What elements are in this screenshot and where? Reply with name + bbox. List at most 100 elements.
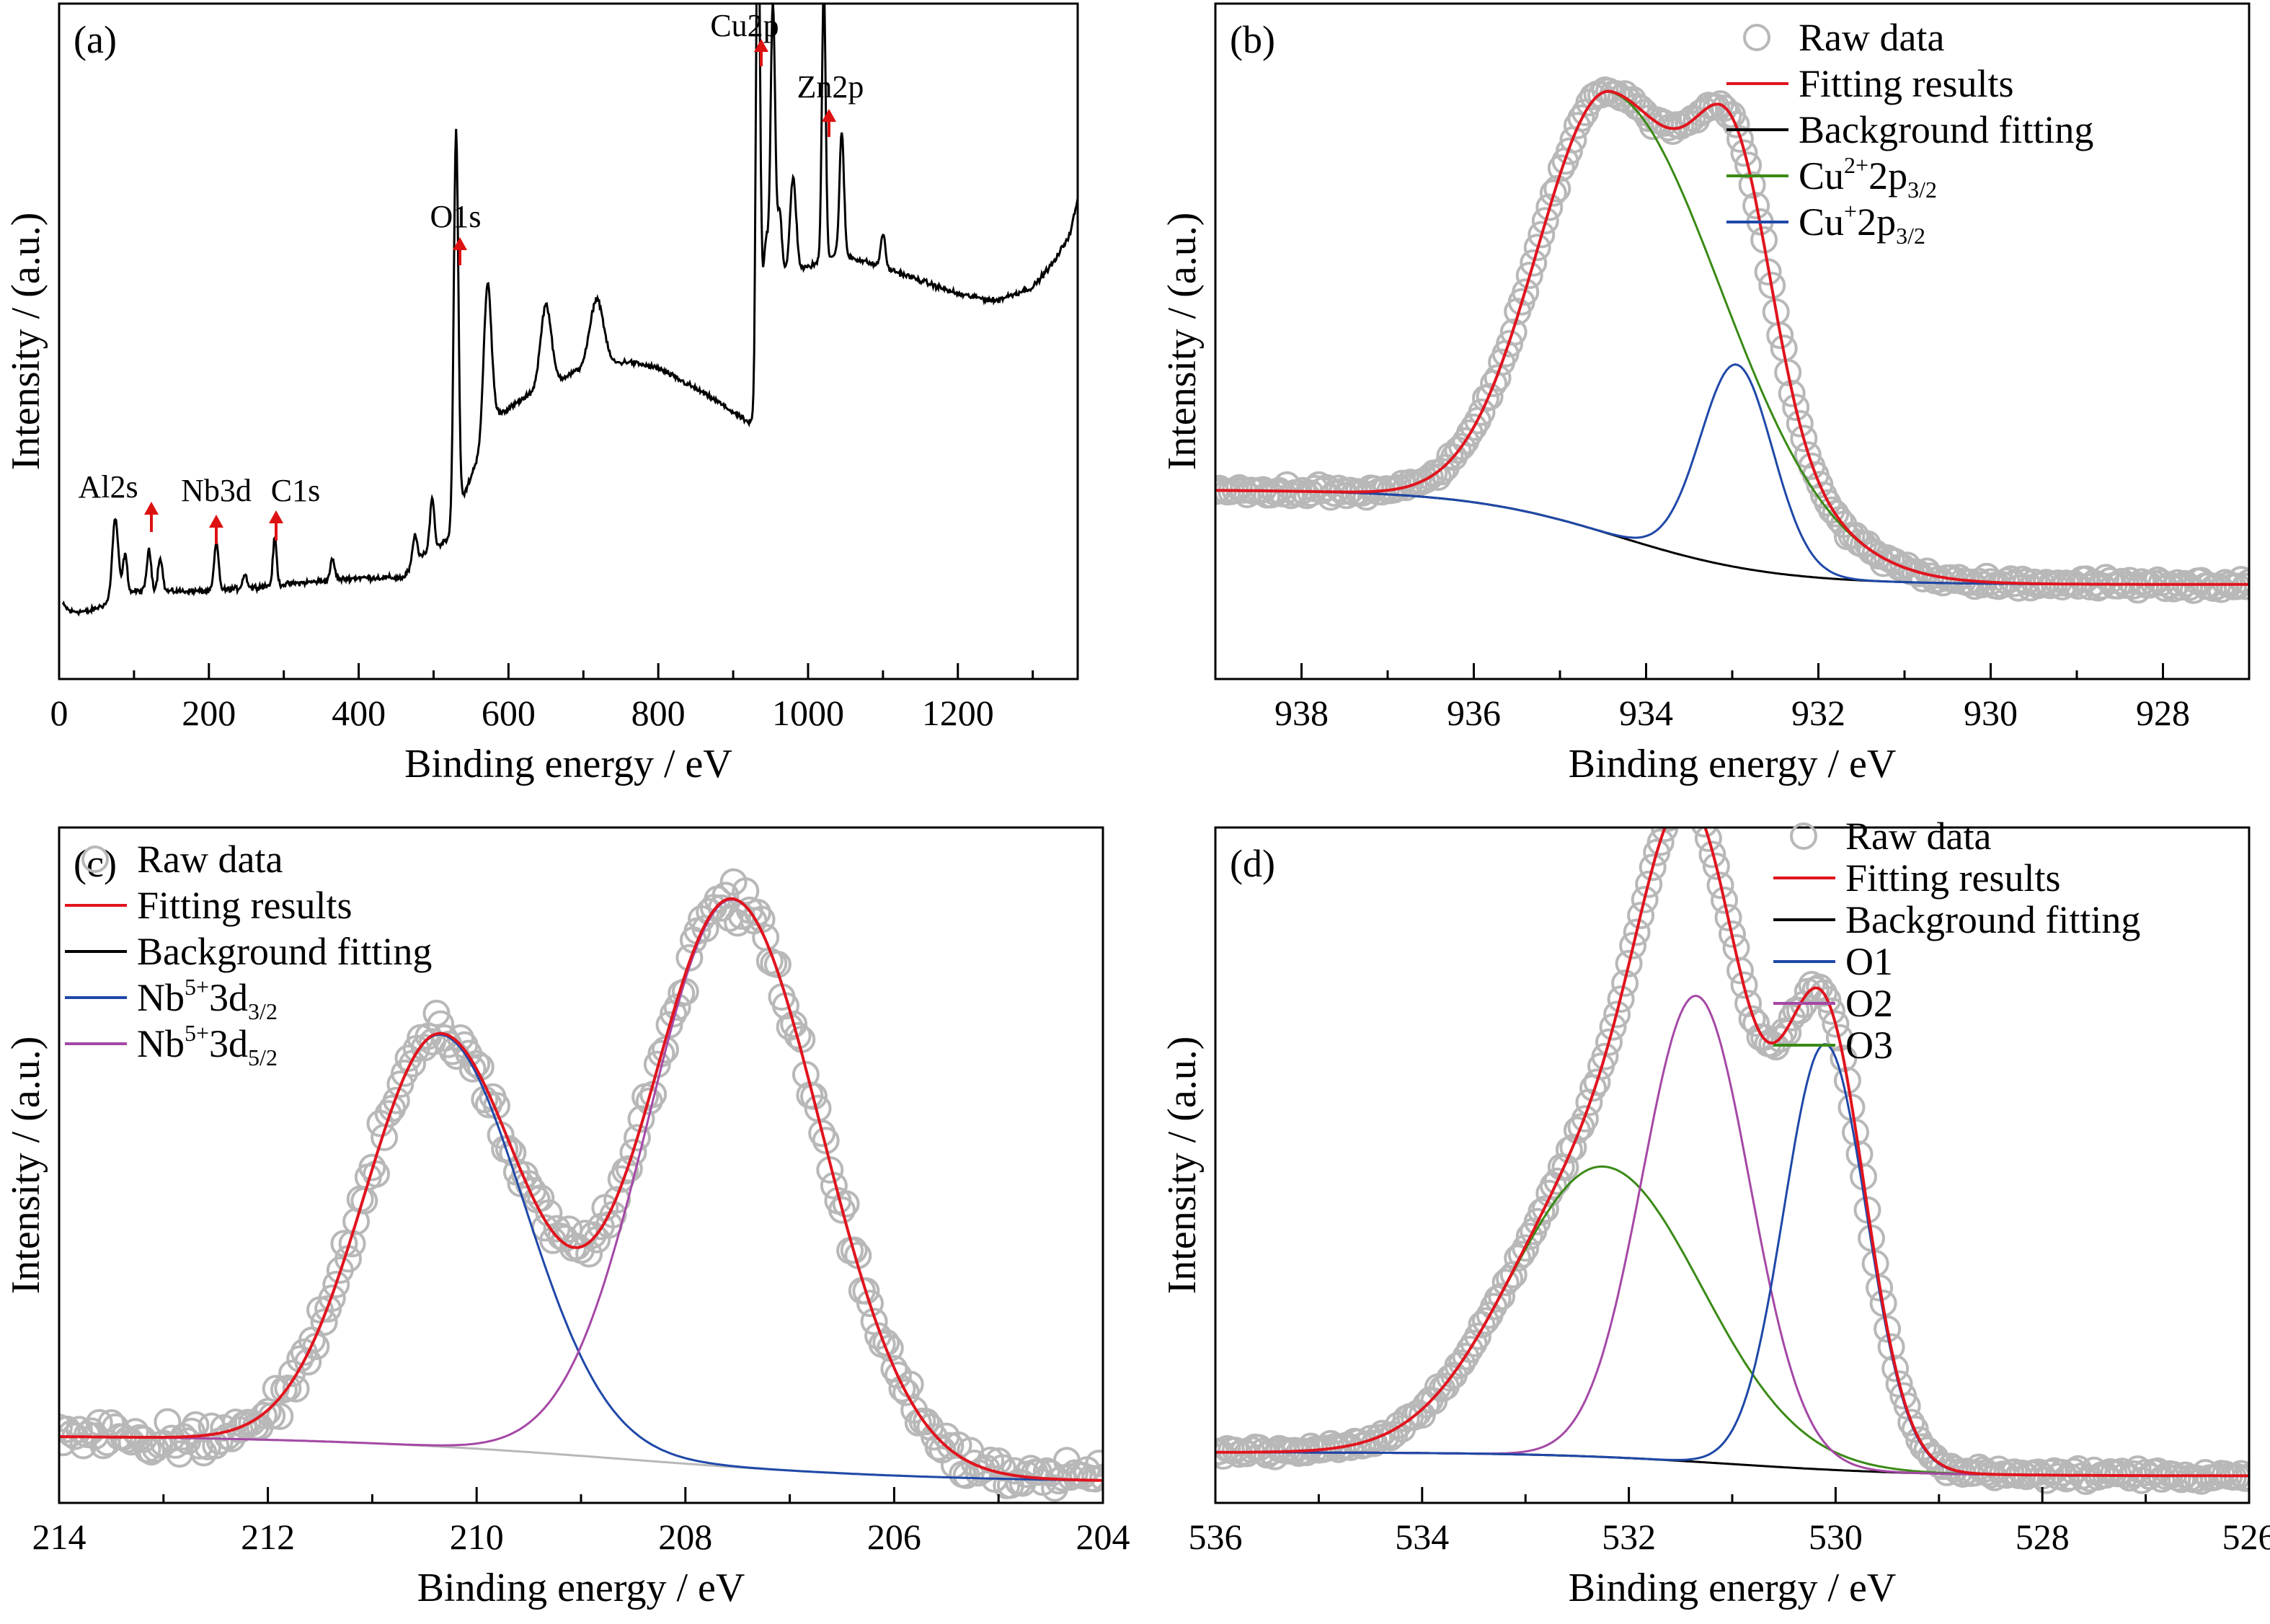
raw-data-point xyxy=(1491,1269,1520,1297)
legend-item: Fitting results xyxy=(1773,856,2061,900)
peak-annotation-label: Nb3d xyxy=(181,473,252,508)
raw-data-point xyxy=(1817,997,1845,1025)
raw-data-point xyxy=(619,1138,647,1166)
raw-data-point xyxy=(1825,1024,1853,1052)
raw-data-point xyxy=(1684,796,1708,820)
raw-data-point xyxy=(780,1011,808,1038)
raw-data-point xyxy=(326,1256,354,1284)
raw-data-point xyxy=(1496,1265,1524,1292)
raw-data-point xyxy=(1603,1000,1631,1029)
raw-data-point xyxy=(696,897,724,926)
annotation-arrow-head xyxy=(453,237,467,250)
x-tick-label: 932 xyxy=(1791,693,1845,733)
raw-data-point xyxy=(1668,791,1693,816)
raw-data-point xyxy=(1579,82,1607,110)
raw-data-point xyxy=(418,1028,446,1056)
fitting-results-line xyxy=(1215,827,2249,1478)
plot-frame xyxy=(58,2,1079,680)
raw-data-point xyxy=(1746,1023,1774,1051)
legend-item: Raw data xyxy=(1790,815,1991,858)
raw-data-point xyxy=(1833,523,1861,551)
raw-data-point xyxy=(719,868,748,896)
raw-data-point xyxy=(1571,99,1599,126)
legend-text: Background fitting xyxy=(1799,108,2093,151)
legend-text-base: Nb xyxy=(137,976,185,1019)
legend-text: Raw data xyxy=(1845,815,1991,858)
raw-data-point xyxy=(1539,179,1567,207)
raw-data-point xyxy=(1547,1153,1575,1181)
raw-data-point xyxy=(1719,920,1746,948)
raw-data-point xyxy=(1790,425,1818,453)
raw-data-point xyxy=(1547,154,1575,182)
raw-data-point xyxy=(1734,990,1763,1018)
raw-data-point xyxy=(1523,234,1551,262)
x-tick-label: 214 xyxy=(32,1517,87,1557)
x-tick-label: 536 xyxy=(1189,1517,1243,1557)
raw-data-point xyxy=(1726,125,1754,153)
raw-data-point xyxy=(1563,112,1591,140)
legend-text-base: Fitting results xyxy=(1799,62,2014,105)
raw-data-point xyxy=(322,1271,350,1298)
legend-text-base: O3 xyxy=(1845,1024,1893,1067)
legend-text-base: O1 xyxy=(1845,940,1893,983)
raw-data-point xyxy=(1639,853,1667,882)
panel-tag: (d) xyxy=(1230,842,1275,885)
legend-text-base: Background fitting xyxy=(1799,108,2093,151)
raw-data-point xyxy=(402,1034,430,1062)
legend-text-sup: + xyxy=(1844,198,1857,224)
legend-text: Raw data xyxy=(137,838,283,881)
raw-data-point xyxy=(1706,871,1734,900)
raw-data-point xyxy=(543,1215,571,1243)
raw-data-point xyxy=(1607,985,1635,1013)
x-tick-label: 400 xyxy=(332,693,386,733)
raw-data-point xyxy=(884,1361,912,1389)
annotation-arrow-head xyxy=(144,502,159,515)
legend-text: Cu2+2p3/2 xyxy=(1799,152,1937,203)
raw-data-point xyxy=(286,1345,314,1373)
legend-text-base: Fitting results xyxy=(137,884,353,927)
legend-text-base: Background fitting xyxy=(1845,898,2140,941)
legend-text: Cu+2p3/2 xyxy=(1799,198,1925,249)
x-tick-label: 212 xyxy=(241,1517,295,1557)
legend-item: O2 xyxy=(1773,982,1893,1025)
raw-data-point xyxy=(1499,1261,1528,1289)
raw-data-point xyxy=(399,1050,427,1078)
legend-item: Background fitting xyxy=(1773,898,2140,941)
raw-data-point xyxy=(1635,870,1663,898)
legend-marker-raw xyxy=(1743,24,1770,51)
raw-data-point xyxy=(1579,1074,1607,1102)
raw-data-point xyxy=(1874,1315,1902,1343)
raw-data-point xyxy=(1660,801,1685,825)
x-tick-label: 1000 xyxy=(772,693,844,733)
raw-data-point xyxy=(860,1308,888,1336)
raw-data-point xyxy=(892,1378,921,1406)
raw-data-point xyxy=(1468,1310,1496,1339)
raw-data-point xyxy=(1520,249,1548,277)
x-tick-label: 938 xyxy=(1274,693,1329,733)
raw-data-point xyxy=(306,1296,334,1324)
x-axis-label: Binding energy / eV xyxy=(404,742,732,786)
raw-data-point xyxy=(278,1359,306,1388)
legend-item: Fitting results xyxy=(65,884,353,927)
raw-data-point xyxy=(643,1050,671,1078)
x-tick-label: 934 xyxy=(1619,693,1673,733)
raw-data-point xyxy=(1877,1333,1905,1361)
raw-data-point xyxy=(1897,1408,1925,1437)
raw-data-point xyxy=(1782,394,1810,422)
legend-text-base: Raw data xyxy=(1799,16,1944,59)
raw-data-point xyxy=(1535,193,1564,221)
plot-area xyxy=(1215,786,2249,1496)
raw-data-point xyxy=(1754,1029,1782,1057)
fitting-results-line xyxy=(1215,89,2249,586)
raw-data-point xyxy=(1786,409,1814,438)
legend-item: Nb5+3d3/2 xyxy=(65,974,278,1024)
panel-tag: (c) xyxy=(74,842,117,885)
raw-data-point xyxy=(407,1024,435,1052)
legend-text-mid: 3d xyxy=(209,1022,248,1065)
raw-data-point xyxy=(1611,969,1639,997)
panel-a: 0 200 400 600 800 1000 1200 Binding energy / eV… xyxy=(4,2,1079,786)
raw-data-point xyxy=(1676,786,1701,810)
legend-marker-raw xyxy=(1790,822,1817,850)
legend-text-base: O2 xyxy=(1845,982,1893,1025)
